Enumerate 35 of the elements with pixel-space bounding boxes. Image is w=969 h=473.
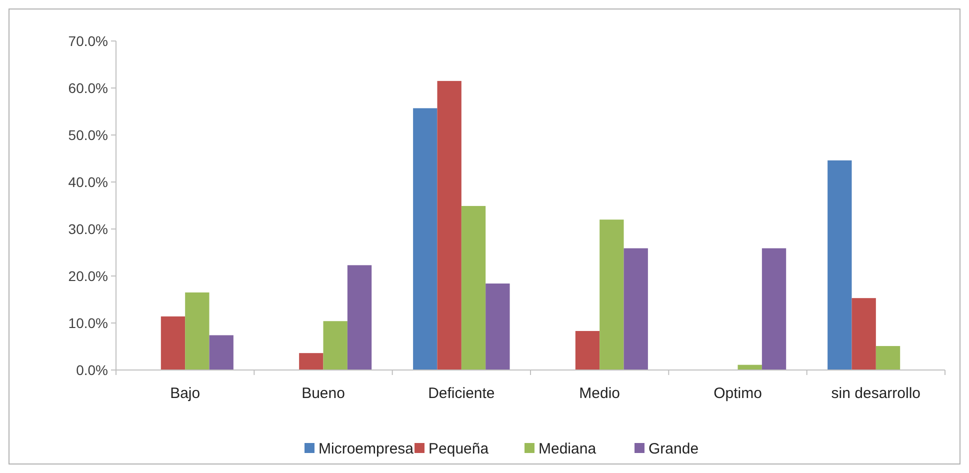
legend-label: Mediana [538, 440, 597, 458]
bar [852, 298, 876, 370]
bar [486, 284, 510, 370]
x-tick-label: Medio [579, 385, 620, 402]
y-tick-label: 40.0% [68, 174, 108, 190]
x-tick-label: Bueno [302, 385, 345, 402]
y-tick-label: 30.0% [68, 220, 108, 237]
y-tick-label: 20.0% [68, 268, 108, 284]
legend-label: Grande [648, 440, 699, 458]
bar [461, 206, 486, 370]
x-tick-label: sin desarrollo [831, 385, 921, 402]
bar [828, 160, 852, 370]
bar [575, 330, 600, 370]
bar [762, 248, 786, 370]
bar [413, 108, 438, 370]
bar [876, 346, 900, 370]
x-tick-label: Deficiente [428, 385, 495, 402]
y-tick-label: 50.0% [68, 126, 108, 143]
bar [437, 80, 462, 370]
bar [185, 292, 210, 370]
bar [160, 316, 186, 370]
x-tick-label: Optimo [714, 385, 762, 402]
y-tick-label: 10.0% [68, 314, 108, 331]
bar [347, 265, 372, 370]
y-tick-label: 70.0% [68, 32, 108, 49]
legend-label: Microempresa [318, 440, 414, 458]
y-tick-label: 0.0% [76, 362, 108, 378]
y-tick-label: 60.0% [68, 80, 108, 96]
x-tick-label: Bajo [170, 385, 200, 402]
bar [299, 353, 324, 370]
bar [209, 335, 234, 370]
bar [624, 248, 648, 370]
bar [323, 321, 348, 370]
legend-label: Pequeña [428, 440, 490, 458]
bar [600, 220, 624, 370]
